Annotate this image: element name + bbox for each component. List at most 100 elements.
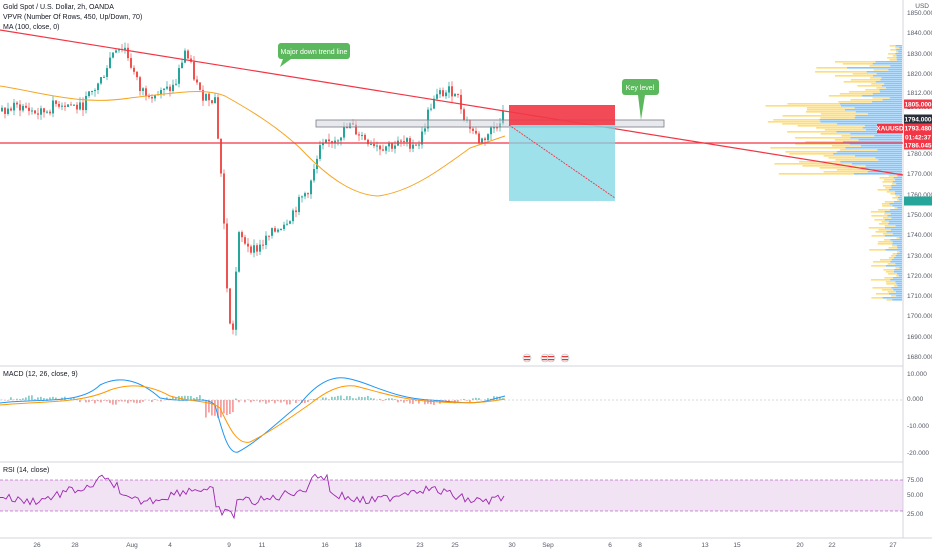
volume-bar-up [845, 147, 902, 149]
macd-histogram-bar [262, 400, 264, 402]
macd-tick-label: -10.000 [907, 423, 929, 430]
time-axis-label: 26 [33, 542, 41, 549]
macd-legend[interactable]: MACD (12, 26, close, 9) [3, 371, 78, 378]
volume-bar-down [869, 65, 891, 67]
volume-bar-down [885, 271, 894, 273]
volume-bar-down [891, 255, 896, 257]
volume-bar-down [815, 71, 867, 73]
macd-histogram-bar [445, 400, 447, 402]
symbol-title[interactable]: Gold Spot / U.S. Dollar, 2h, OANDA [3, 4, 114, 11]
ma-legend[interactable]: MA (100, close, 0) [3, 24, 60, 31]
price-tick-label: 1730.000 [907, 253, 932, 260]
macd-histogram-bar [463, 398, 465, 400]
price-tick-label: 1840.000 [907, 30, 932, 37]
volume-bar-up [897, 175, 902, 177]
volume-bar-up [899, 47, 902, 49]
candle-up [40, 108, 42, 115]
candle-up [430, 108, 432, 110]
macd-histogram-bar [280, 400, 282, 403]
macd-histogram-bar [370, 397, 372, 400]
candle-down [274, 228, 276, 232]
volume-bar-down [878, 223, 889, 225]
candle-up [31, 110, 33, 112]
volume-bar-up [894, 201, 902, 203]
candle-up [163, 88, 165, 91]
macd-histogram-bar [148, 400, 150, 401]
rsi-legend[interactable]: RSI (14, close) [3, 467, 50, 474]
candle-up [439, 90, 441, 95]
time-axis-label: Aug [126, 542, 138, 549]
candle-up [124, 47, 126, 50]
vpvr-legend[interactable]: VPVR (Number Of Rows, 450, Up/Down, 70) [3, 14, 143, 21]
candle-up [271, 228, 273, 236]
volume-bar-down [875, 231, 887, 233]
candle-down [208, 93, 210, 101]
candle-down [457, 93, 459, 95]
candle-down [373, 143, 375, 147]
candle-up [298, 197, 300, 213]
macd-histogram-bar [49, 397, 51, 400]
volume-bar-down [787, 131, 837, 133]
volume-bar-up [884, 211, 902, 213]
volume-bar-down [852, 73, 877, 75]
candle-down [307, 193, 309, 195]
level-price-tag-label: 1794.000 [904, 116, 931, 123]
candle-up [394, 145, 396, 149]
macd-histogram-bar [151, 400, 153, 403]
volume-bar-up [893, 289, 902, 291]
volume-bar-down [895, 195, 900, 197]
volume-bar-down [891, 245, 897, 247]
macd-histogram-bar [142, 400, 144, 402]
volume-bar-down [816, 67, 848, 69]
volume-bar-up [879, 91, 902, 93]
volume-bar-up [896, 283, 902, 285]
volume-bar-down [834, 139, 859, 141]
volume-bar-up [890, 213, 902, 215]
macd-histogram-bar [229, 400, 231, 415]
volume-bar-down [882, 185, 892, 187]
volume-bar-up [896, 57, 902, 59]
candle-down [139, 77, 141, 91]
macd-histogram-bar [121, 400, 123, 402]
candle-up [106, 68, 108, 77]
candle-up [502, 110, 504, 124]
volume-bar-down [876, 87, 886, 89]
volume-bar-down [877, 243, 893, 245]
candle-up [493, 127, 495, 129]
volume-bar-up [894, 193, 902, 195]
candle-up [445, 92, 447, 97]
volume-bar-down [797, 125, 865, 127]
rsi-line [0, 473, 505, 520]
candle-down [229, 288, 231, 324]
macd-histogram-bar [271, 400, 273, 402]
volume-bar-up [898, 275, 902, 277]
macd-histogram-bar [136, 400, 138, 404]
volume-bar-up [897, 247, 902, 249]
candle-down [226, 223, 228, 289]
candle-up [103, 76, 105, 78]
candle-down [199, 82, 201, 90]
macd-histogram-bar [124, 400, 126, 402]
price-tick-label: 1830.000 [907, 51, 932, 58]
volume-bar-up [855, 115, 902, 117]
candle-up [178, 68, 180, 84]
macd-histogram-bar [457, 400, 459, 402]
macd-histogram-bar [361, 397, 363, 400]
macd-histogram-bar [193, 398, 195, 400]
trade-projection-line [508, 124, 616, 199]
macd-histogram-bar [52, 396, 54, 400]
volume-bar-down [890, 49, 897, 51]
volume-bar-up [892, 181, 902, 183]
candle-down [475, 130, 477, 134]
price-tick-label: 1770.000 [907, 171, 932, 178]
candle-down [187, 50, 189, 59]
macd-histogram-bar [181, 396, 183, 400]
macd-line [0, 377, 506, 453]
volume-bar-up [892, 241, 902, 243]
candle-down [211, 100, 213, 104]
volume-bar-up [896, 253, 902, 255]
time-axis-label: 27 [889, 542, 897, 549]
key-level-note-bubble [622, 79, 659, 95]
macd-histogram-bar [244, 400, 246, 403]
